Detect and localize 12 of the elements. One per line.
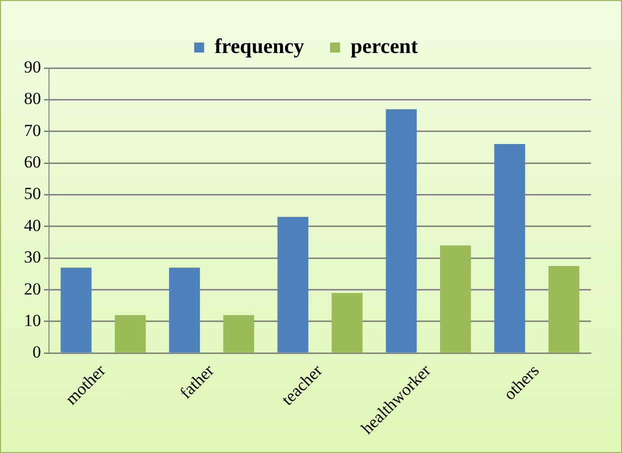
y-tick-label: 40 bbox=[24, 216, 41, 235]
legend-label: percent bbox=[350, 34, 418, 58]
y-tick-label: 80 bbox=[24, 89, 41, 108]
y-tick-label: 90 bbox=[24, 57, 41, 76]
y-tick-label: 30 bbox=[24, 248, 41, 267]
y-tick-label: 10 bbox=[24, 310, 41, 330]
y-tick-label: 20 bbox=[24, 279, 41, 298]
legend-label: frequency bbox=[214, 34, 305, 58]
y-tick-label: 0 bbox=[32, 342, 41, 362]
y-tick-label: 60 bbox=[24, 152, 41, 172]
y-tick-label: 50 bbox=[24, 184, 41, 204]
y-tick-label: 70 bbox=[24, 120, 41, 140]
